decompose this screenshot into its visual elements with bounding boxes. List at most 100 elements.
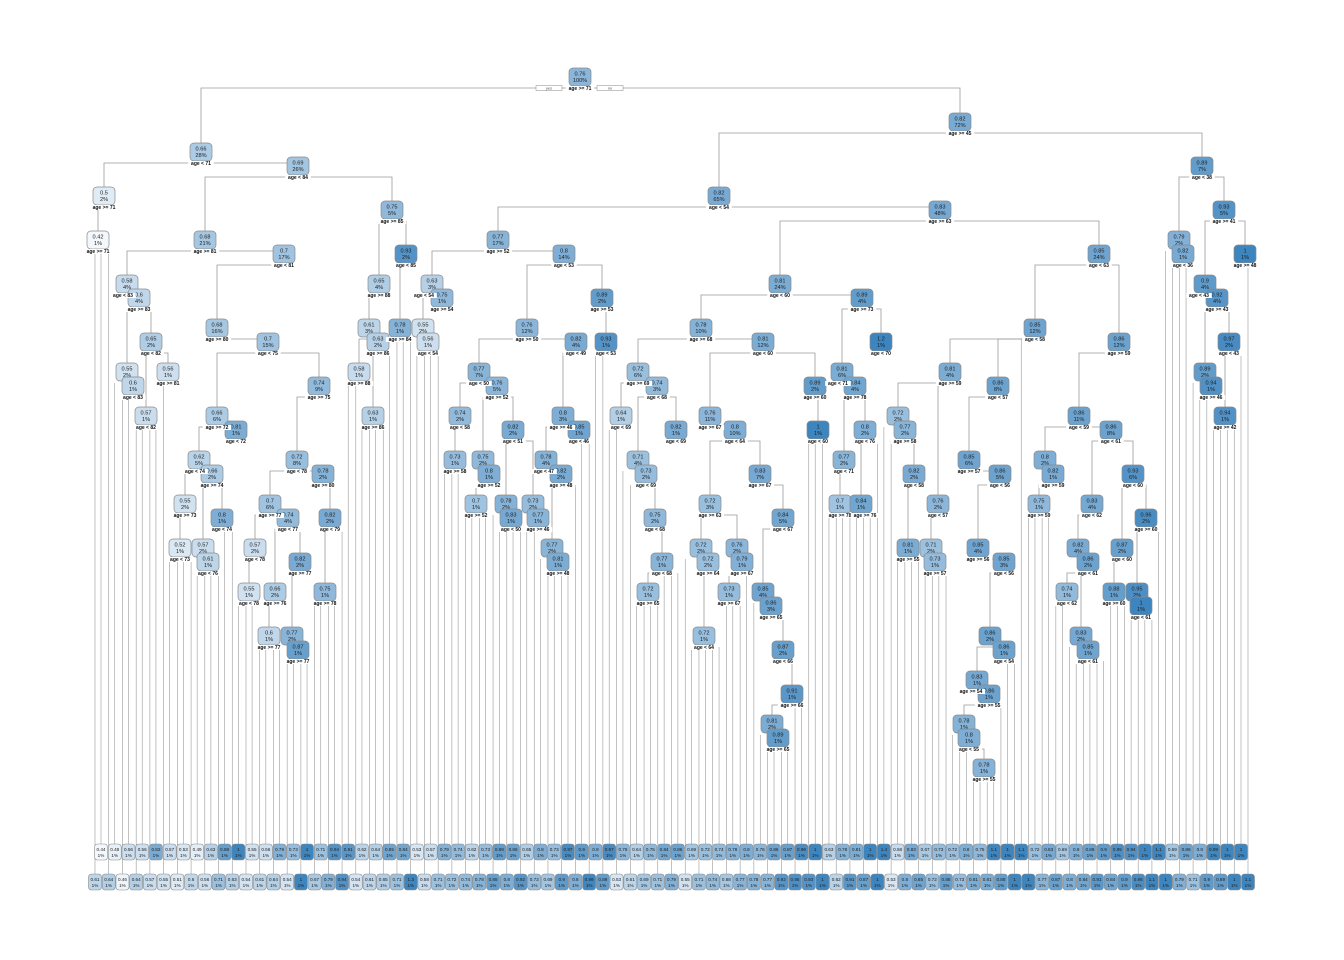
node-value: 0.83 bbox=[755, 469, 766, 475]
no-label: no bbox=[608, 86, 613, 91]
leaf-node: 0.811% bbox=[849, 843, 864, 861]
split-label-group: age < 67 bbox=[770, 527, 796, 533]
node-value: 0.61 bbox=[364, 323, 375, 329]
leaf-node: 0.631% bbox=[822, 843, 836, 861]
split-label-bg bbox=[1024, 513, 1054, 518]
leaf-node: 0.621% bbox=[465, 843, 479, 861]
node-value: 0.82 bbox=[508, 425, 519, 431]
leaf-box bbox=[664, 873, 679, 891]
leaf-node: 0.641% bbox=[629, 843, 644, 861]
node-percent: 1% bbox=[788, 695, 796, 701]
split-label-group: age < 36 bbox=[1170, 263, 1196, 269]
split-label-group: age < 85 bbox=[393, 263, 419, 269]
leaf-box bbox=[602, 843, 616, 861]
leaf-box bbox=[1241, 873, 1255, 891]
node-percent: 14% bbox=[558, 255, 569, 261]
leaf-percent: 1% bbox=[792, 883, 799, 888]
tree-node: 0.868% bbox=[986, 376, 1010, 396]
tree-node: 0.752% bbox=[643, 508, 667, 528]
split-label: age < 68 bbox=[652, 571, 672, 577]
leaf-node: 0.611% bbox=[362, 873, 377, 891]
split-label-bg bbox=[686, 337, 716, 342]
split-label: age < 64 bbox=[725, 439, 745, 445]
split-label: age < 66 bbox=[773, 659, 793, 665]
node-value: 0.76 bbox=[575, 72, 586, 78]
leaf-node: 0.851% bbox=[911, 873, 926, 891]
leaf-percent: 1% bbox=[1231, 883, 1238, 888]
leaf-value: 0.92 bbox=[516, 877, 525, 882]
split-label-bg bbox=[167, 557, 193, 562]
leaf-box bbox=[225, 873, 240, 891]
leaf-box bbox=[904, 843, 919, 861]
leaf-box bbox=[705, 873, 720, 891]
node-percent: 12% bbox=[1113, 343, 1124, 349]
tree-node: 0.726% bbox=[626, 362, 650, 382]
node-value: 0.8 bbox=[218, 513, 226, 519]
node-percent: 72% bbox=[954, 123, 965, 129]
tree-node: 0.611% bbox=[196, 552, 220, 572]
split-label-group: age >= 52 bbox=[483, 249, 513, 255]
leaf-box bbox=[801, 873, 816, 891]
leaf-value: 0.79 bbox=[440, 847, 449, 852]
node-percent: 1% bbox=[774, 739, 782, 745]
node-percent: 21% bbox=[199, 241, 210, 247]
tree-edge bbox=[703, 572, 708, 627]
leaf-percent: 1% bbox=[427, 853, 434, 858]
leaf-value: 1.1 bbox=[1245, 877, 1252, 882]
leaf-box bbox=[506, 843, 520, 861]
split-label: age >= 81 bbox=[194, 249, 217, 255]
leaf-box bbox=[1213, 873, 1228, 891]
node-value: 0.74 bbox=[652, 381, 663, 387]
node-percent: 2% bbox=[1084, 563, 1092, 569]
tree-edge bbox=[399, 264, 406, 319]
tree-node: 0.897% bbox=[1190, 156, 1214, 176]
node-value: 0.78 bbox=[501, 499, 512, 505]
tree-node: 0.771% bbox=[650, 552, 674, 572]
split-label: age < 61 bbox=[1131, 615, 1151, 621]
leaf-node: 0.81% bbox=[959, 843, 974, 861]
split-label-group: age < 56 bbox=[987, 483, 1013, 489]
split-label: age < 83 bbox=[113, 293, 133, 299]
split-label-group: age >= 65 bbox=[763, 747, 793, 753]
split-label-bg bbox=[427, 307, 457, 312]
tree-node: 0.891% bbox=[766, 728, 790, 748]
split-label-bg bbox=[182, 469, 208, 474]
node-percent: 6% bbox=[213, 417, 221, 423]
leaf-node: 1.11% bbox=[1241, 873, 1255, 891]
leaf-node: 11% bbox=[1021, 873, 1036, 891]
leaf-value: 0.81 bbox=[983, 877, 992, 882]
leaf-node: 0.921% bbox=[513, 873, 528, 891]
node-value: 0.75 bbox=[437, 293, 448, 299]
node-value: 0.77 bbox=[900, 425, 911, 431]
node-value: 0.85 bbox=[1030, 323, 1041, 329]
leaf-node: 0.561% bbox=[121, 843, 136, 861]
tree-node: 0.81% bbox=[210, 508, 234, 528]
tree-node: 0.552% bbox=[173, 494, 197, 514]
tree-edge bbox=[1099, 264, 1120, 333]
node-percent: 4% bbox=[1088, 505, 1096, 511]
leaf-value: 0.63 bbox=[824, 847, 833, 852]
leaf-node: 11% bbox=[300, 843, 314, 861]
tree-node: 0.654% bbox=[367, 274, 391, 294]
leaf-node: 11% bbox=[1007, 873, 1022, 891]
split-label-group: age >= 52 bbox=[474, 483, 504, 489]
leaf-percent: 1% bbox=[778, 883, 785, 888]
tree-node: 0.751% bbox=[313, 582, 337, 602]
leaf-value: 0.81 bbox=[852, 847, 861, 852]
leaf-box bbox=[1096, 843, 1111, 861]
node-value: 0.7 bbox=[280, 249, 288, 255]
leaf-node: 0.681% bbox=[719, 873, 734, 891]
leaf-box bbox=[547, 843, 562, 861]
leaf-box bbox=[472, 873, 487, 891]
leaf-percent: 1% bbox=[1080, 883, 1087, 888]
node-value: 0.74 bbox=[283, 513, 294, 519]
leaf-percent: 1% bbox=[262, 853, 269, 858]
leaf-percent: 1% bbox=[449, 883, 456, 888]
node-value: 0.87 bbox=[778, 645, 789, 651]
leaf-node: 0.671% bbox=[307, 873, 322, 891]
split-label-group: age >= 81 bbox=[153, 381, 183, 387]
node-percent: 1% bbox=[877, 343, 885, 349]
tree-node: 0.837% bbox=[748, 464, 772, 484]
node-value: 0.89 bbox=[1200, 367, 1211, 373]
node-value: 0.71 bbox=[926, 543, 937, 549]
